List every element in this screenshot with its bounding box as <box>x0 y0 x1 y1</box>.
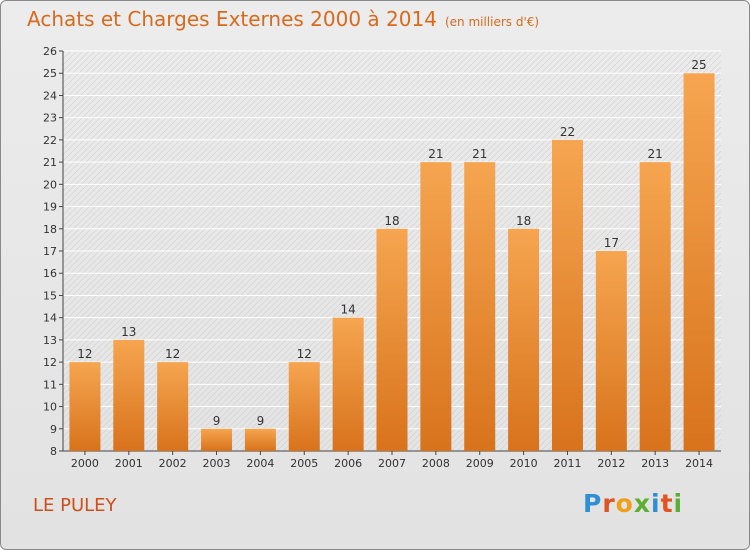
bar <box>201 428 233 451</box>
y-tick-label: 15 <box>43 289 57 302</box>
bar-value-label: 14 <box>340 303 355 317</box>
x-tick-label: 2005 <box>290 457 318 470</box>
logo-letter: i <box>651 489 661 518</box>
logo-letter: t <box>660 489 674 518</box>
x-tick-label: 2000 <box>71 457 99 470</box>
proxiti-logo: Proxiti <box>583 489 683 518</box>
bar-value-label: 18 <box>384 214 399 228</box>
x-tick-label: 2004 <box>246 457 274 470</box>
bar <box>332 317 364 451</box>
y-tick-label: 12 <box>43 356 57 369</box>
bar-value-label: 22 <box>560 125 575 139</box>
bar <box>595 251 627 451</box>
y-tick-label: 19 <box>43 201 57 214</box>
chart-subtitle: (en milliers d'€) <box>444 15 540 29</box>
x-tick-label: 2001 <box>115 457 143 470</box>
x-tick-label: 2006 <box>334 457 362 470</box>
bar <box>508 228 540 451</box>
y-tick-label: 22 <box>43 134 57 147</box>
bar <box>551 139 583 451</box>
y-tick-label: 21 <box>43 156 57 169</box>
bar-value-label: 21 <box>428 147 443 161</box>
bar-value-label: 21 <box>648 147 663 161</box>
bars <box>69 73 715 451</box>
chart-title: Achats et Charges Externes 2000 à 2014 (e… <box>27 7 539 31</box>
y-tick-label: 8 <box>50 445 57 458</box>
axes: 8 9 10 11 12 13 14 15 16 17 18 19 20 21 22 23 24 25 26 2000… <box>43 45 721 470</box>
y-tick-label: 26 <box>43 45 57 58</box>
logo-letter: r <box>602 489 616 518</box>
bar-value-label: 17 <box>604 236 619 250</box>
y-tick-label: 16 <box>43 267 57 280</box>
logo-letter: P <box>583 489 603 518</box>
y-tick-label: 9 <box>50 423 57 436</box>
bar-value-label: 25 <box>691 58 706 72</box>
logo-letter: o <box>615 489 634 518</box>
x-tick-label: 2007 <box>378 457 406 470</box>
y-tick-label: 23 <box>43 112 57 125</box>
bar-value-label: 12 <box>297 347 312 361</box>
bar <box>69 362 101 451</box>
y-tick-label: 24 <box>43 89 57 102</box>
x-tick-label: 2012 <box>597 457 625 470</box>
bar <box>420 162 452 451</box>
y-tick-label: 25 <box>43 67 57 80</box>
x-tick-label: 2011 <box>553 457 581 470</box>
x-tick-label: 2003 <box>203 457 231 470</box>
bar <box>464 162 496 451</box>
bar <box>683 73 715 451</box>
y-tick-label: 11 <box>43 378 57 391</box>
x-tick-label: 2013 <box>641 457 669 470</box>
y-tick-label: 17 <box>43 245 57 258</box>
y-tick-label: 18 <box>43 223 57 236</box>
bar-value-label: 12 <box>77 347 92 361</box>
x-tick-label: 2008 <box>422 457 450 470</box>
x-tick-label: 2014 <box>685 457 713 470</box>
chart-title-text: Achats et Charges Externes 2000 à 2014 <box>27 7 437 31</box>
bar-value-label: 9 <box>257 414 265 428</box>
bar <box>244 428 276 451</box>
logo-letter: x <box>633 489 651 518</box>
location-label: LE PULEY <box>33 495 117 516</box>
x-tick-label: 2002 <box>159 457 187 470</box>
bar-value-label: 21 <box>472 147 487 161</box>
y-tick-label: 20 <box>43 178 57 191</box>
bar <box>639 162 671 451</box>
logo-letter: i <box>673 489 684 518</box>
data-labels: 12 13 12 9 9 12 14 18 21 21 18 22 17 21 25 <box>77 58 706 428</box>
y-tick-label: 14 <box>43 312 57 325</box>
bar-value-label: 13 <box>121 325 136 339</box>
bar <box>113 339 145 451</box>
x-tick-label: 2009 <box>466 457 494 470</box>
y-tick-label: 13 <box>43 334 57 347</box>
bar <box>157 362 189 451</box>
bar-value-label: 18 <box>516 214 531 228</box>
x-tick-label: 2010 <box>510 457 538 470</box>
bar-value-label: 9 <box>213 414 221 428</box>
bar-value-label: 12 <box>165 347 180 361</box>
y-tick-label: 10 <box>43 401 57 414</box>
bar <box>288 362 320 451</box>
bar <box>376 228 408 451</box>
